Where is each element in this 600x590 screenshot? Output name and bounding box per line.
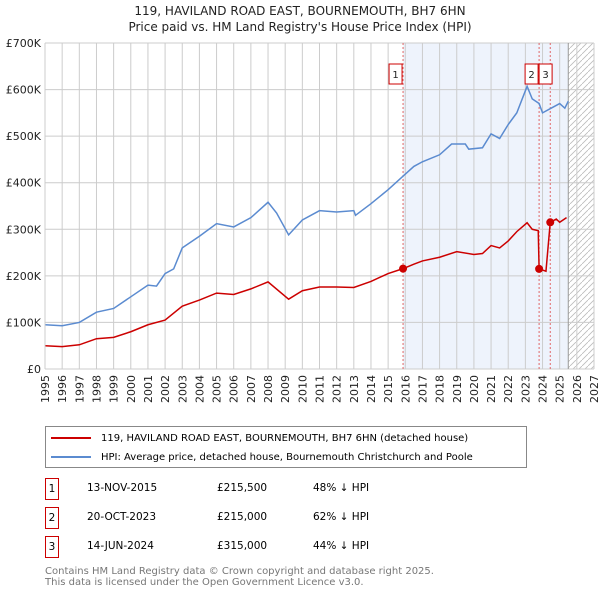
x-tick-label: 1998 — [90, 375, 103, 403]
sale-label-number: 3 — [542, 70, 548, 81]
sale-date: 13-NOV-2015 — [87, 482, 158, 494]
series-line — [44, 217, 567, 348]
y-tick-label: £400K — [6, 177, 42, 190]
y-tick-label: £300K — [6, 223, 42, 236]
sale-label-border — [538, 63, 553, 85]
y-tick-label: £0 — [27, 363, 41, 376]
sale-hpi-diff: 62% ↓ HPI — [313, 511, 370, 523]
x-tick-label: 2007 — [245, 375, 258, 403]
x-tick-label: 2004 — [193, 375, 206, 403]
x-tick-label: 2024 — [537, 375, 550, 403]
y-tick-label: £600K — [6, 84, 42, 97]
sale-row: 2 20-OCT-2023 £215,000 62% ↓ HPI — [45, 507, 545, 529]
y-tick-label: £200K — [6, 270, 42, 283]
sale-label-border — [524, 63, 539, 85]
sale-label-box: 3 — [538, 63, 553, 85]
chart-subtitle: Price paid vs. HM Land Registry's House … — [128, 20, 472, 34]
sale-label-number: 1 — [392, 70, 398, 81]
sale-price: £215,500 — [217, 482, 268, 494]
x-tick-label: 2003 — [176, 375, 189, 403]
legend: 119, HAVILAND ROAD EAST, BOURNEMOUTH, BH… — [45, 426, 527, 468]
sale-number: 2 — [45, 507, 59, 529]
sale-row: 3 14-JUN-2024 £315,000 44% ↓ HPI — [45, 536, 545, 558]
footer: Contains HM Land Registry data © Crown c… — [45, 566, 434, 588]
legend-label: 119, HAVILAND ROAD EAST, BOURNEMOUTH, BH… — [101, 432, 469, 444]
x-tick-label: 2018 — [434, 375, 447, 403]
sale-price: £315,000 — [217, 540, 268, 552]
x-tick-label: 2016 — [399, 375, 412, 403]
x-tick-label: 2000 — [125, 375, 138, 403]
sale-row: 1 13-NOV-2015 £215,500 48% ↓ HPI — [45, 478, 545, 500]
x-tick-label: 2011 — [314, 375, 327, 403]
x-tick-label: 2013 — [348, 375, 361, 403]
sale-price: £215,000 — [217, 511, 268, 523]
footer-line: Contains HM Land Registry data © Crown c… — [45, 566, 434, 577]
sale-point — [535, 264, 544, 273]
x-tick-label: 2010 — [296, 375, 309, 403]
series-line — [44, 84, 569, 327]
x-tick-label: 2026 — [571, 375, 584, 403]
footer-line: This data is licensed under the Open Gov… — [45, 577, 364, 588]
x-tick-label: 2025 — [554, 375, 567, 403]
sale-hpi-diff: 48% ↓ HPI — [313, 482, 370, 494]
sale-date: 20-OCT-2023 — [87, 511, 156, 523]
x-tick-label: 2015 — [382, 375, 395, 403]
sale-label-number: 2 — [528, 70, 534, 81]
x-tick-label: 1997 — [73, 375, 86, 403]
x-tick-label: 2014 — [365, 375, 378, 403]
x-tick-label: 2022 — [502, 375, 515, 403]
sale-label-box: 1 — [388, 63, 403, 85]
forecast-hatch — [568, 43, 594, 369]
legend-label: HPI: Average price, detached house, Bour… — [101, 451, 473, 463]
sale-hpi-diff: 44% ↓ HPI — [313, 540, 370, 552]
legend-swatch — [51, 456, 91, 458]
y-tick-label: £500K — [6, 130, 42, 143]
sale-number: 3 — [45, 536, 59, 558]
chart-plot: 1995 1996 1997 1998 1999 2000 2001 2002 2003 2004… — [6, 37, 600, 403]
x-tick-label: 2009 — [279, 375, 292, 403]
x-tick-label: 2002 — [159, 375, 172, 403]
legend-item-hpi: HPI: Average price, detached house, Bour… — [51, 449, 473, 465]
x-tick-label: 2020 — [468, 375, 481, 403]
sale-point — [546, 218, 555, 227]
sale-label-border — [388, 63, 403, 85]
x-tick-label: 2027 — [588, 375, 600, 403]
y-tick-label: £100K — [6, 316, 42, 329]
x-tick-label: 1996 — [56, 375, 69, 403]
chart-title: 119, HAVILAND ROAD EAST, BOURNEMOUTH, BH… — [134, 4, 466, 18]
sale-point — [399, 264, 408, 273]
x-tick-label: 1995 — [39, 375, 52, 403]
sale-date: 14-JUN-2024 — [87, 540, 154, 552]
sale-number: 1 — [45, 478, 59, 500]
sale-label-box: 2 — [524, 63, 539, 85]
x-tick-label: 2021 — [485, 375, 498, 403]
x-tick-label: 2001 — [142, 375, 155, 403]
x-tick-label: 2006 — [228, 375, 241, 403]
x-tick-label: 2005 — [211, 375, 224, 403]
y-tick-label: £700K — [6, 37, 42, 50]
legend-swatch — [51, 437, 91, 439]
x-tick-label: 2012 — [331, 375, 344, 403]
shaded-region — [403, 43, 569, 369]
x-tick-label: 2019 — [451, 375, 464, 403]
x-tick-label: 2017 — [416, 375, 429, 403]
x-tick-label: 2023 — [519, 375, 532, 403]
legend-item-property: 119, HAVILAND ROAD EAST, BOURNEMOUTH, BH… — [51, 430, 468, 446]
x-tick-label: 2008 — [262, 375, 275, 403]
x-tick-label: 1999 — [108, 375, 121, 403]
